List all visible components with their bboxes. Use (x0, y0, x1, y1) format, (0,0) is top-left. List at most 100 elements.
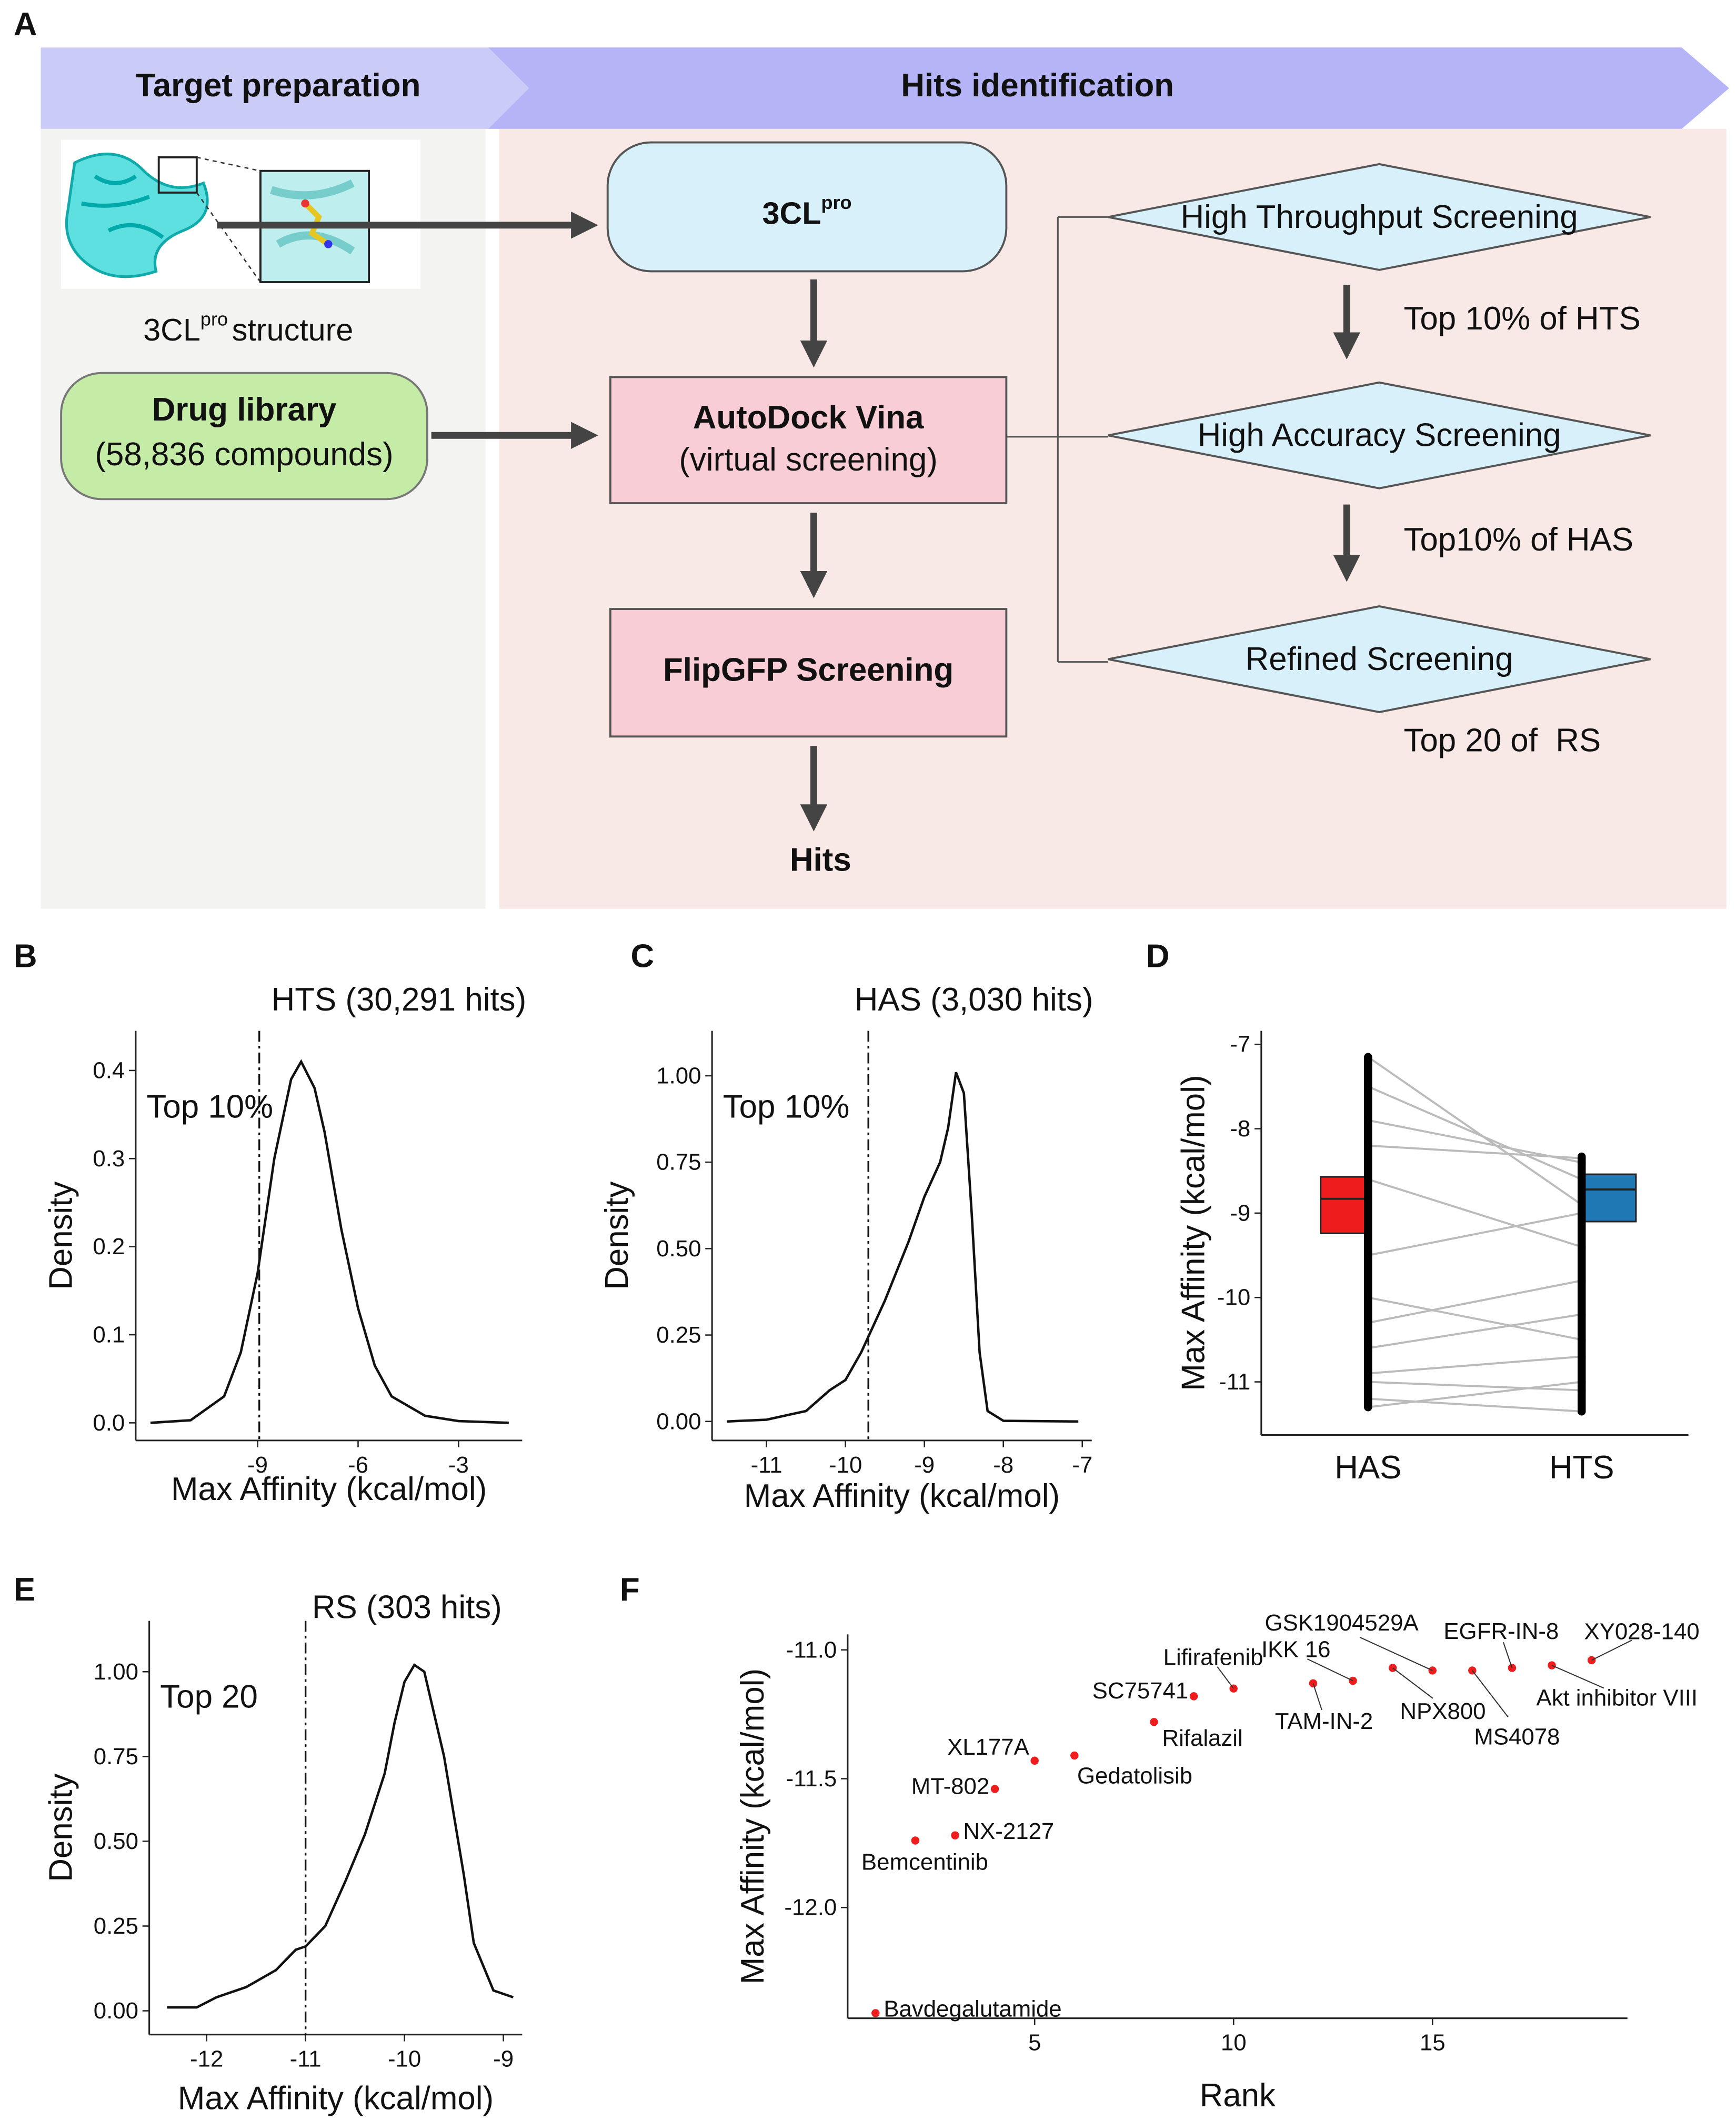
point-label: Bavdegalutamide (884, 1996, 1061, 2022)
docking-title: AutoDock Vina (693, 399, 924, 436)
caption-text: structure (232, 312, 354, 347)
phase-band (41, 47, 529, 129)
filter-label: Top10% of HAS (1403, 522, 1633, 558)
pair-point (1577, 1175, 1586, 1184)
x-tick-label: 15 (1420, 2030, 1446, 2056)
y-tick-label: 0.00 (94, 1998, 138, 2024)
point (1189, 1692, 1198, 1701)
y-tick-label: 0.00 (656, 1408, 701, 1434)
y-tick-label: -11.5 (786, 1766, 837, 1792)
x-tick-label: -9 (914, 1452, 935, 1478)
result-label: Hits (790, 842, 851, 878)
pair-point (1577, 1377, 1586, 1386)
panel-label: D (1146, 938, 1170, 974)
box (1320, 1176, 1369, 1234)
stage-diamond (1108, 605, 1651, 713)
pair-point (1577, 1352, 1586, 1361)
panel-label: A (14, 6, 37, 43)
panel-label: C (631, 938, 655, 974)
y-axis-title: Max Affinity (kcal/mol) (1176, 1075, 1212, 1391)
pair-point (1364, 1082, 1372, 1091)
pair-line (1368, 1355, 1582, 1375)
assay-label: FlipGFP Screening (663, 652, 954, 688)
y-tick-label: 0.0 (93, 1410, 125, 1436)
pair-point (1577, 1276, 1586, 1285)
y-tick-label: 0.50 (94, 1828, 138, 1854)
y-tick-label: -11.0 (786, 1637, 837, 1663)
leader (1359, 1636, 1433, 1671)
y-tick-label: 0.2 (93, 1234, 125, 1259)
annotation: Top 20 (160, 1678, 258, 1715)
x-axis-title: Max Affinity (kcal/mol) (171, 1471, 487, 1507)
arrows (217, 212, 1360, 832)
target-box (606, 141, 1008, 273)
pair-line (1368, 1381, 1582, 1408)
y-tick-label: -12.0 (784, 1895, 837, 1921)
pair-point (1577, 1386, 1586, 1395)
y-tick-label: 0.25 (94, 1913, 138, 1939)
pair-point (1364, 1141, 1372, 1150)
y-tick-label: 1.00 (656, 1063, 701, 1088)
filter-label: Top 20 of RS (1403, 723, 1601, 759)
y-tick-label: 0.50 (656, 1236, 701, 1262)
pair-point (1364, 1053, 1372, 1062)
pair-line (1368, 1397, 1582, 1413)
density-curve (150, 1059, 509, 1424)
library-box (60, 372, 428, 501)
point-label: XL177A (947, 1734, 1030, 1760)
point (871, 2009, 880, 2017)
point-label: NPX800 (1400, 1698, 1486, 1724)
protein-image (61, 139, 421, 289)
chart-title: RS (303 hits) (312, 1589, 502, 1625)
library-title: Drug library (152, 392, 337, 428)
leader (1591, 1639, 1632, 1661)
y-tick-label: 0.75 (94, 1744, 138, 1769)
leader (1551, 1665, 1604, 1689)
pair-line (1368, 1381, 1582, 1392)
pair-line (1368, 1296, 1582, 1341)
density-curve (167, 1663, 514, 2009)
point-label: IKK 16 (1261, 1637, 1330, 1663)
point-label: SC75741 (1092, 1678, 1189, 1704)
leader (1217, 1666, 1235, 1689)
point-label: EGFR-IN-8 (1443, 1618, 1559, 1644)
stage-label: High Accuracy Screening (1198, 417, 1561, 454)
pair-point (1364, 1293, 1372, 1302)
pair-point (1577, 1201, 1586, 1209)
point (911, 1836, 920, 1845)
y-tick-label: -10 (1217, 1285, 1250, 1311)
x-tick-label: HTS (1549, 1449, 1614, 1486)
chart-title: HAS (3,030 hits) (855, 982, 1093, 1018)
pair-line (1368, 1085, 1582, 1181)
pair-line (1368, 1178, 1582, 1248)
filter-label: Top 10% of HTS (1403, 301, 1640, 337)
pair-point (1577, 1407, 1586, 1416)
x-axis-title: Rank (1200, 2077, 1276, 2114)
caption-sup: pro (200, 308, 228, 329)
x-tick-label: 10 (1221, 2030, 1247, 2056)
leader (1502, 1642, 1513, 1668)
y-tick-label: 0.1 (93, 1322, 125, 1348)
x-axis-title: Max Affinity (kcal/mol) (744, 1478, 1060, 1514)
y-tick-label: 1.00 (94, 1659, 138, 1685)
box (1581, 1173, 1637, 1223)
annotation: Top 10% (146, 1088, 273, 1125)
point (1150, 1718, 1158, 1726)
annotation: Top 10% (723, 1088, 850, 1125)
point-label: MS4078 (1474, 1724, 1560, 1750)
point-label: Bemcentinib (861, 1849, 988, 1875)
phase-label: Hits identification (901, 67, 1174, 104)
y-axis-title: Density (43, 1773, 79, 1882)
point-label: GSK1904529A (1265, 1610, 1419, 1636)
stage-label: High Throughput Screening (1180, 199, 1578, 235)
pair-line (1368, 1144, 1582, 1159)
y-axis-title: Density (599, 1182, 635, 1290)
x-tick-label: -9 (493, 2046, 514, 2072)
x-tick-label: HAS (1334, 1449, 1401, 1486)
leader (1307, 1658, 1353, 1682)
point-label: XY028-140 (1584, 1619, 1699, 1645)
target-name: 3CL (762, 195, 821, 231)
connector (1006, 216, 1108, 663)
point-label: MT-802 (911, 1773, 989, 1799)
